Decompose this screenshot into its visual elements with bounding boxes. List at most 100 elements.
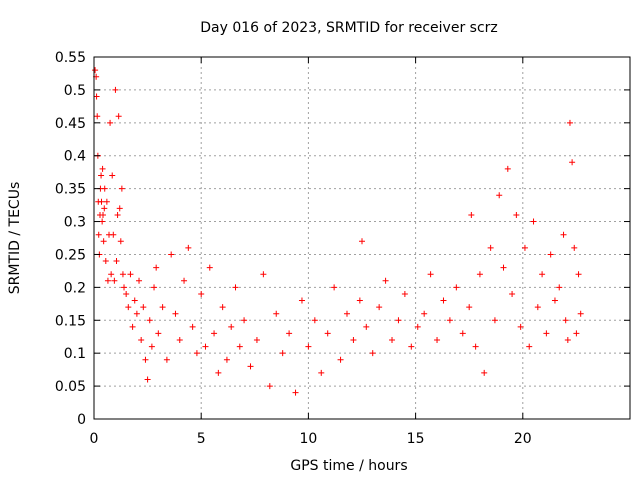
data-point xyxy=(163,356,170,363)
data-point xyxy=(94,113,101,120)
data-point xyxy=(260,271,267,278)
data-point xyxy=(266,383,273,390)
data-point xyxy=(127,271,134,278)
data-point xyxy=(517,323,524,330)
x-tick-label: 15 xyxy=(407,431,425,447)
data-point xyxy=(98,198,105,205)
data-point xyxy=(114,211,121,218)
data-point xyxy=(311,317,318,324)
data-point xyxy=(198,290,205,297)
data-point xyxy=(414,323,421,330)
data-point xyxy=(110,231,117,238)
data-point xyxy=(140,304,147,311)
data-point xyxy=(146,317,153,324)
x-tick-label: 10 xyxy=(299,431,317,447)
y-tick-label: 0.15 xyxy=(55,313,86,329)
data-point xyxy=(401,290,408,297)
data-point xyxy=(95,231,102,238)
data-point xyxy=(236,343,243,350)
data-point xyxy=(123,290,130,297)
data-point xyxy=(526,343,533,350)
data-point xyxy=(562,317,569,324)
data-point xyxy=(99,165,106,172)
y-tick-label: 0.1 xyxy=(64,346,86,362)
data-point xyxy=(577,310,584,317)
data-point xyxy=(193,350,200,357)
data-point xyxy=(530,218,537,225)
y-tick-label: 0.25 xyxy=(55,247,86,263)
data-point xyxy=(427,271,434,278)
data-point xyxy=(547,251,554,258)
data-point xyxy=(211,330,218,337)
data-point xyxy=(136,277,143,284)
data-point xyxy=(119,271,126,278)
data-point xyxy=(121,284,128,291)
chart-title: Day 016 of 2023, SRMTID for receiver scr… xyxy=(200,20,498,36)
data-point xyxy=(102,258,109,265)
data-point xyxy=(116,205,123,212)
data-point xyxy=(142,356,149,363)
y-ticks: 0 0.05 0.1 0.15 0.2 0.25 0.3 0.35 0.4 0.45 0.5 0.55 xyxy=(55,50,630,428)
data-point xyxy=(350,337,357,344)
data-point xyxy=(232,284,239,291)
data-point xyxy=(92,67,99,74)
data-point xyxy=(573,330,580,337)
data-point xyxy=(144,376,151,383)
data-point xyxy=(247,363,254,370)
data-point xyxy=(104,277,111,284)
data-point xyxy=(138,337,145,344)
data-point xyxy=(500,264,507,271)
data-point xyxy=(133,310,140,317)
data-point xyxy=(440,297,447,304)
y-tick-label: 0.05 xyxy=(55,379,86,395)
data-point xyxy=(564,337,571,344)
data-point xyxy=(575,271,582,278)
data-point xyxy=(93,93,100,100)
data-point xyxy=(103,198,110,205)
data-point xyxy=(298,297,305,304)
data-point xyxy=(129,323,136,330)
data-point xyxy=(113,258,120,265)
data-point xyxy=(543,330,550,337)
data-point xyxy=(487,244,494,251)
data-point xyxy=(569,159,576,166)
y-tick-label: 0.4 xyxy=(64,149,86,165)
data-point xyxy=(172,310,179,317)
x-tick-label: 5 xyxy=(197,431,206,447)
data-point xyxy=(382,277,389,284)
data-point xyxy=(185,244,192,251)
data-point xyxy=(363,323,370,330)
data-point xyxy=(279,350,286,357)
y-tick-label: 0.2 xyxy=(64,280,86,296)
data-point xyxy=(318,369,325,376)
data-point xyxy=(215,369,222,376)
data-point xyxy=(153,264,160,271)
plot-frame xyxy=(93,56,631,420)
data-point xyxy=(118,185,125,192)
data-point xyxy=(305,343,312,350)
data-point xyxy=(148,343,155,350)
grid xyxy=(94,57,630,419)
y-tick-label: 0.35 xyxy=(55,182,86,198)
data-points xyxy=(92,67,584,396)
data-point xyxy=(101,185,108,192)
data-point xyxy=(466,304,473,311)
data-point xyxy=(566,119,573,126)
data-point xyxy=(125,304,132,311)
y-tick-label: 0 xyxy=(77,412,86,428)
data-point xyxy=(408,343,415,350)
data-point xyxy=(481,369,488,376)
y-tick-label: 0.5 xyxy=(64,83,86,99)
data-point xyxy=(504,165,511,172)
data-point xyxy=(389,337,396,344)
data-point xyxy=(241,317,248,324)
data-point xyxy=(219,304,226,311)
data-point xyxy=(571,244,578,251)
data-point xyxy=(513,211,520,218)
data-point xyxy=(107,119,114,126)
data-point xyxy=(115,113,122,120)
data-point xyxy=(159,304,166,311)
data-point xyxy=(521,244,528,251)
data-point xyxy=(551,297,558,304)
data-point xyxy=(468,211,475,218)
